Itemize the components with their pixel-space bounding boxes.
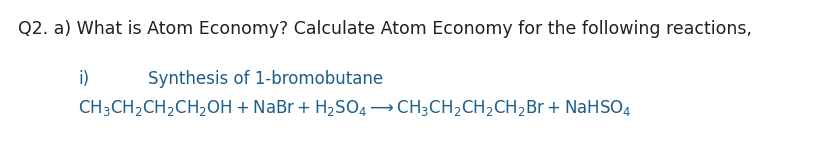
Text: $\mathregular{CH_3CH_2CH_2CH_2OH + NaBr + H_2SO_4 \longrightarrow CH_3CH_2CH_2CH: $\mathregular{CH_3CH_2CH_2CH_2OH + NaBr … [78, 98, 632, 118]
Text: Synthesis of 1-bromobutane: Synthesis of 1-bromobutane [148, 70, 383, 88]
Text: Q2. a) What is Atom Economy? Calculate Atom Economy for the following reactions,: Q2. a) What is Atom Economy? Calculate A… [18, 20, 752, 38]
Text: i): i) [78, 70, 89, 88]
